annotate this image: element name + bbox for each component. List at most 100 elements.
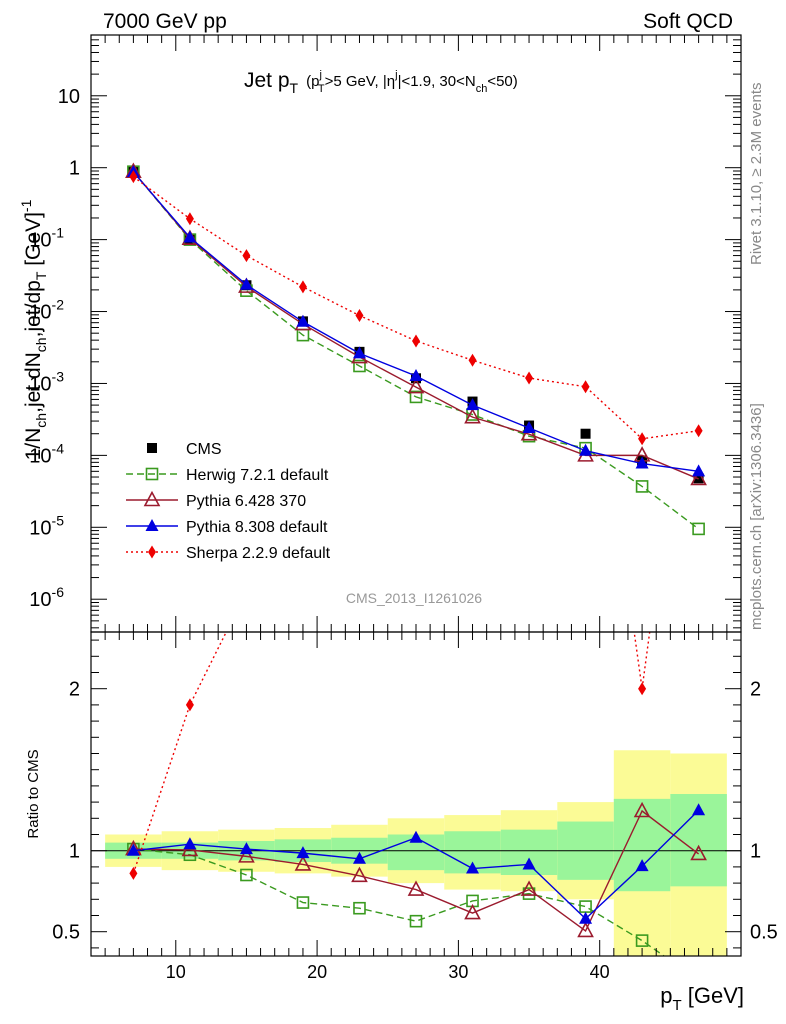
plot-title: Jet pT (pj T>5 GeV, |ηj|<1.9, 30<Nch<50) <box>244 69 518 96</box>
plot-title-sup: j <box>318 69 321 81</box>
y-tick-label: 10-4 <box>29 440 64 467</box>
ratio-point-sherpa <box>129 866 138 880</box>
ratio-point-pythia8 <box>239 842 253 855</box>
ratio-point-pythia6 <box>577 921 594 938</box>
ratio-point-herwig <box>409 914 423 928</box>
ratio-point-pythia8 <box>579 911 593 924</box>
ratio-y-tick-label-right: 2 <box>750 679 761 701</box>
ratio-point-pythia8 <box>466 861 480 874</box>
y-tick-label: 10 <box>58 86 80 108</box>
ratio-point-pythia6 <box>351 866 368 883</box>
y-tick-label: 10-5 <box>29 512 64 539</box>
ratio-point-pythia6 <box>407 880 425 896</box>
plot-title-rest: >5 GeV, |η <box>325 73 395 90</box>
series-line-pythia8 <box>132 171 699 473</box>
data-point-pythia6 <box>464 407 481 424</box>
legend: CMS Herwig 7.2.1 default Pythia 6.428 370 P… <box>126 441 331 562</box>
legend-marker <box>147 443 157 453</box>
ratio-series-pythia6 <box>125 801 707 938</box>
data-point-sherpa <box>298 280 307 294</box>
data-point-sherpa <box>242 249 251 263</box>
ratio-series-pythia8 <box>126 803 706 924</box>
data-point-sherpa <box>694 424 703 438</box>
series-line-pythia6 <box>132 171 699 480</box>
legend-marker <box>143 490 161 507</box>
ratio-point-pythia8 <box>352 851 366 864</box>
ratio-y-tick-label: 2 <box>69 679 80 701</box>
plot-title-sub: T <box>318 83 325 95</box>
series-pythia8 <box>126 165 706 477</box>
ratio-point-pythia8 <box>126 843 140 856</box>
ratio-y-tick-label: 0.5 <box>52 922 80 944</box>
header-right: Soft QCD <box>643 10 733 33</box>
y-tick-label: 10-3 <box>29 368 64 395</box>
legend-label: Sherpa 2.2.9 default <box>186 545 331 562</box>
main-frame <box>90 34 742 633</box>
main-y-axis-label: 1/Nch,jet dNch,jet/dpT [GeV]-1 <box>18 199 49 460</box>
data-point-pythia6 <box>407 377 425 394</box>
ratio-point-herwig <box>296 896 310 909</box>
header-left: 7000 GeV pp <box>103 10 227 33</box>
legend-label: CMS <box>186 441 222 458</box>
y-tick-label: 10-6 <box>29 584 64 611</box>
data-point-pythia8 <box>296 314 310 327</box>
x-tick-label: 20 <box>307 962 327 982</box>
data-point-pythia8 <box>522 421 536 434</box>
ratio-point-herwig <box>240 868 253 882</box>
data-point-pythia8 <box>352 346 366 359</box>
plot-title-main-sub: T <box>290 80 299 96</box>
x-tick-label: 30 <box>448 962 468 982</box>
data-point-pythia8 <box>579 443 593 456</box>
ratio-point-pythia6 <box>633 801 651 818</box>
main-series <box>125 162 707 536</box>
series-pythia6 <box>125 162 707 486</box>
rivet-version-label: Rivet 3.1.10, ≥ 2.3M events <box>748 83 765 266</box>
series-sherpa <box>129 170 703 446</box>
y-tick-label: 10-1 <box>29 225 64 252</box>
ratio-point-herwig <box>635 934 649 947</box>
ratio-series-sherpa <box>129 632 651 880</box>
ratio-y-tick-label: 1 <box>69 841 80 863</box>
ratio-point-pythia6 <box>464 903 481 920</box>
ratio-point-pythia8 <box>522 857 536 870</box>
data-point-herwig <box>409 390 423 404</box>
series-line-sherpa <box>132 176 699 440</box>
plot-title-sup2: j <box>394 69 397 81</box>
data-point-sherpa <box>355 309 364 323</box>
ratio-point-pythia8 <box>296 846 310 859</box>
ratio-point-sherpa <box>638 682 647 696</box>
series-cms <box>128 167 704 484</box>
data-point-herwig <box>353 359 366 373</box>
data-point-cms <box>580 428 591 439</box>
ratio-point-pythia8 <box>692 803 706 816</box>
plot-title-main: Jet p <box>244 69 290 92</box>
ratio-point-pythia8 <box>409 830 423 843</box>
legend-marker <box>145 467 159 481</box>
x-axis-label: pT [GeV] <box>660 983 744 1014</box>
data-point-sherpa <box>525 371 534 385</box>
ratio-point-herwig <box>579 900 592 913</box>
plot-title-detail: (p <box>306 73 319 90</box>
x-tick-label: 10 <box>166 962 186 982</box>
data-point-sherpa <box>581 380 590 394</box>
band-inner-bin <box>613 798 671 892</box>
data-point-herwig <box>635 480 649 493</box>
ratio-y-axis-label: Ratio to CMS <box>25 749 42 838</box>
analysis-watermark: CMS_2013_I1261026 <box>346 590 482 606</box>
legend-label: Pythia 6.428 370 <box>186 493 306 510</box>
mcplots-label: mcplots.cern.ch [arXiv:1306.3436] <box>748 403 765 630</box>
plot-title-end: <50) <box>487 73 517 90</box>
data-point-sherpa <box>129 170 138 184</box>
legend-marker <box>145 519 159 531</box>
data-point-pythia6 <box>520 425 538 441</box>
ratio-y-tick-label-right: 0.5 <box>750 922 778 944</box>
legend-label: Herwig 7.2.1 default <box>186 467 329 484</box>
data-point-sherpa <box>185 212 194 226</box>
data-point-pythia8 <box>183 230 197 243</box>
data-point-pythia8 <box>692 464 706 477</box>
legend-label: Pythia 8.308 default <box>186 519 328 536</box>
series-line-herwig <box>132 171 700 530</box>
data-point-pythia8 <box>635 456 649 469</box>
data-point-sherpa <box>468 353 477 367</box>
